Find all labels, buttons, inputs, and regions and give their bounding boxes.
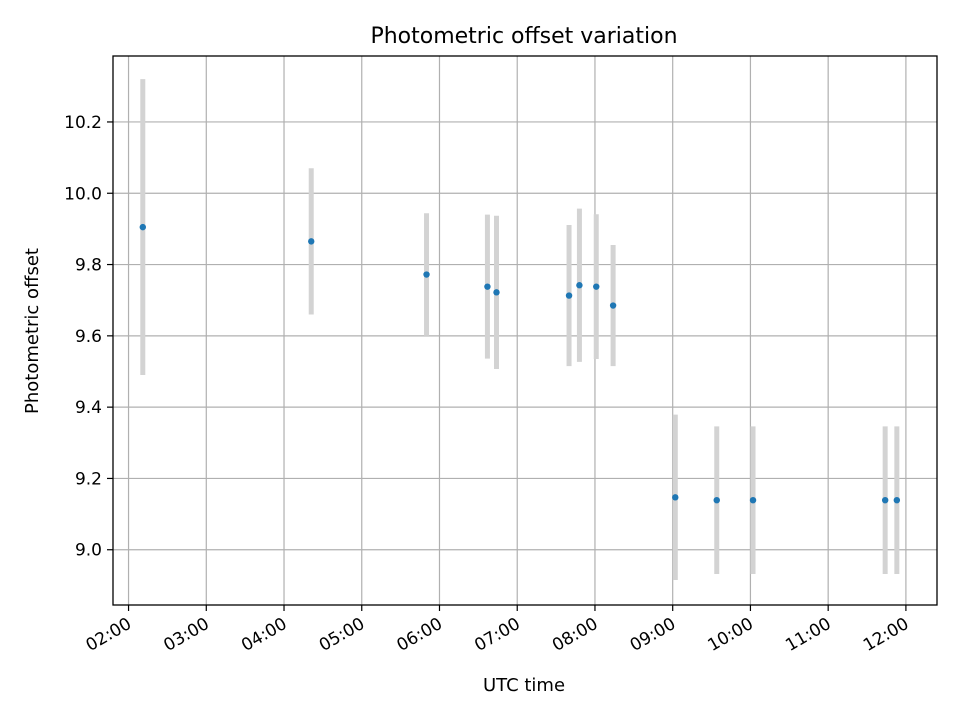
data-point <box>423 271 430 278</box>
x-tick-label: 03:00 <box>160 614 212 656</box>
x-tick-label: 06:00 <box>394 614 446 656</box>
data-point <box>881 496 889 504</box>
data-point <box>565 292 573 299</box>
data-point <box>484 283 491 290</box>
y-axis-label: Photometric offset <box>22 248 43 414</box>
grid-lines <box>113 56 937 605</box>
data-point <box>593 283 600 290</box>
x-axis-ticks: 02:00 03:00 04:00 05:00 06:00 07:00 08:00 09:00… <box>83 605 912 656</box>
x-tick-label: 11:00 <box>782 614 834 656</box>
x-tick-label: 02:00 <box>83 614 135 656</box>
y-tick-label: 9.2 <box>75 469 102 489</box>
x-axis-label: UTC time <box>483 675 565 696</box>
chart-title: Photometric offset variation <box>370 24 677 49</box>
x-tick-label: 09:00 <box>627 614 679 656</box>
y-tick-label: 9.4 <box>75 398 102 418</box>
data-point <box>493 289 500 296</box>
data-points <box>139 223 901 504</box>
error-bars <box>140 79 900 581</box>
data-point <box>672 494 679 501</box>
data-point <box>139 223 146 231</box>
y-axis-ticks: 9.0 9.2 9.4 9.6 9.8 10.0 10.2 <box>64 113 113 561</box>
y-tick-label: 9.0 <box>75 541 102 561</box>
data-point <box>576 282 583 289</box>
x-tick-label: 05:00 <box>316 614 368 656</box>
y-tick-label: 9.8 <box>75 256 102 276</box>
data-point <box>609 302 617 309</box>
data-point <box>713 496 720 504</box>
x-tick-label: 08:00 <box>549 614 601 656</box>
plot-frame <box>112 55 938 606</box>
data-point <box>893 496 901 504</box>
y-tick-label: 10.2 <box>64 113 102 133</box>
data-point <box>308 238 315 245</box>
x-tick-label: 07:00 <box>471 614 523 656</box>
x-tick-label: 12:00 <box>860 614 912 656</box>
y-tick-label: 10.0 <box>64 184 102 204</box>
y-tick-label: 9.6 <box>75 327 102 347</box>
x-tick-label: 04:00 <box>238 614 290 656</box>
data-point <box>749 496 757 504</box>
x-tick-label: 10:00 <box>704 614 756 656</box>
